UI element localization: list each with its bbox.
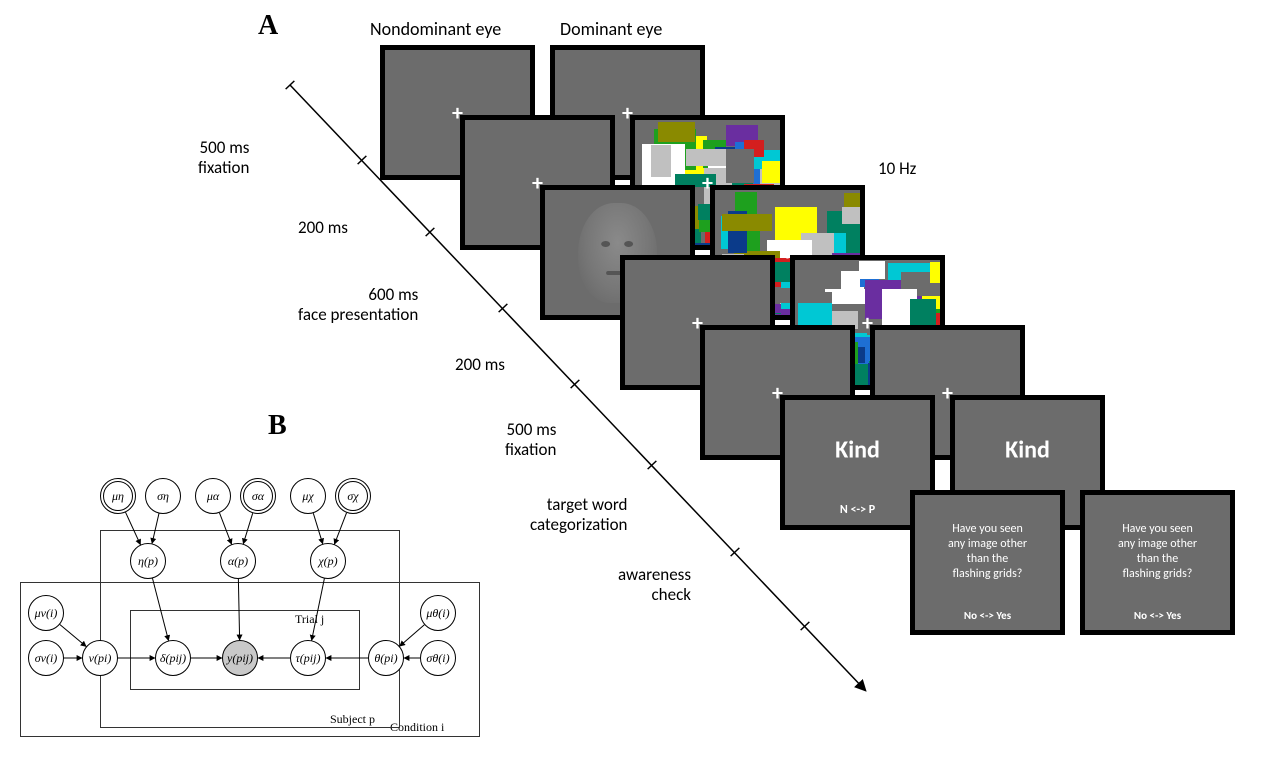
- node-chi_p: χ(p): [310, 543, 346, 579]
- node-mu_th: μθ(i): [420, 595, 456, 631]
- node-tau: τ(pij): [290, 640, 326, 676]
- stage-label: 200 ms: [455, 355, 505, 375]
- node-nu: ν(pi): [82, 640, 118, 676]
- col-header-dominant: Dominant eye: [560, 18, 662, 40]
- node-sigma_th: σθ(i): [420, 640, 456, 676]
- panel-a-label: A: [258, 10, 278, 42]
- plate-label: Trial j: [295, 612, 324, 627]
- node-y: y(pij): [222, 640, 258, 676]
- col-header-nondominant: Nondominant eye: [370, 18, 501, 40]
- stage-label: 200 ms: [298, 218, 348, 238]
- node-mu_alpha: μα: [195, 478, 231, 514]
- node-delta: δ(pij): [155, 640, 191, 676]
- hz-label: 10 Hz: [878, 158, 916, 179]
- stim-aw: Have you seenany image otherthan theflas…: [910, 490, 1065, 635]
- node-theta: θ(pi): [368, 640, 404, 676]
- stage-label: target wordcategorization: [530, 495, 627, 536]
- node-mu_chi: μχ: [290, 478, 326, 514]
- panel-b-label: B: [268, 410, 287, 442]
- stage-label: 500 msfixation: [198, 138, 249, 179]
- stim-aw: Have you seenany image otherthan theflas…: [1080, 490, 1235, 635]
- node-eta_p: η(p): [130, 543, 166, 579]
- plate-label: Subject p: [330, 712, 375, 727]
- node-sigma_eta: ση: [145, 478, 181, 514]
- node-sigma_nu: σν(i): [28, 640, 64, 676]
- node-sigma_alpha: σα: [240, 478, 276, 514]
- stage-label: awarenesscheck: [618, 565, 691, 606]
- stage-label: 600 msface presentation: [298, 285, 418, 326]
- node-mu_nu: μν(i): [28, 595, 64, 631]
- node-alpha_p: α(p): [220, 543, 256, 579]
- node-mu_eta: μη: [100, 478, 136, 514]
- stage-label: 500 msfixation: [505, 420, 556, 461]
- node-sigma_chi: σχ: [335, 478, 371, 514]
